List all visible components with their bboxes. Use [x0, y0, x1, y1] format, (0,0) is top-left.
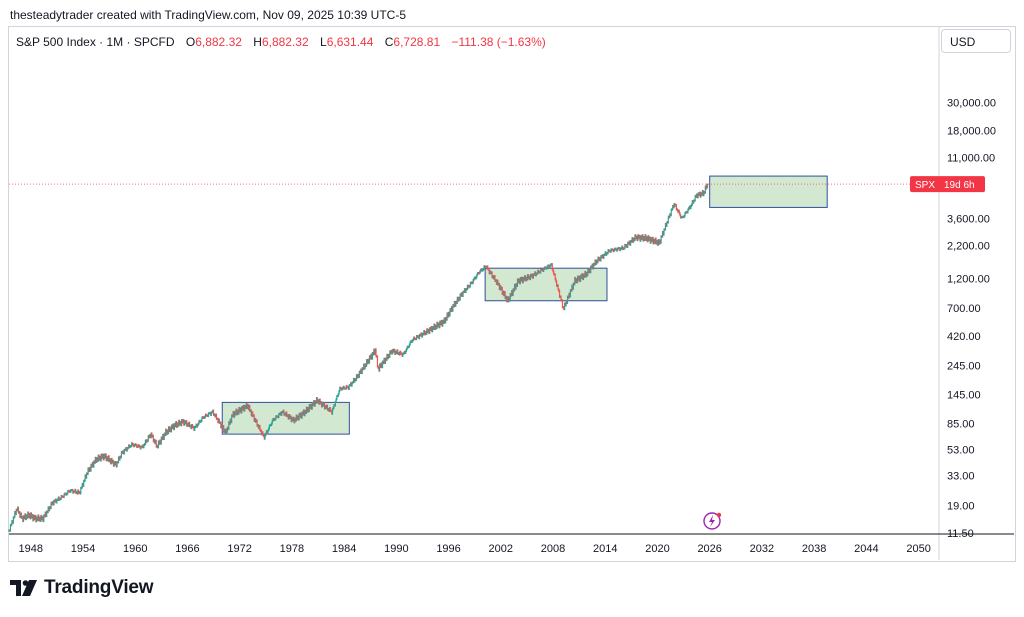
price-badge-symbol: SPX: [915, 180, 935, 191]
symbol-label[interactable]: S&P 500 Index · 1M · SPCFD: [16, 35, 175, 49]
price-axis-tick-label: 30,000.00: [947, 97, 996, 109]
price-axis-tick-label: 700.00: [947, 303, 981, 315]
time-axis-tick-label: 1966: [175, 543, 199, 555]
time-axis-tick-label: 2032: [750, 543, 774, 555]
tradingview-logo[interactable]: TradingView: [10, 577, 154, 599]
time-axis-tick-label: 1960: [123, 543, 147, 555]
time-axis-tick-label: 2008: [541, 543, 565, 555]
time-axis-tick-label: 2020: [645, 543, 669, 555]
price-axis-tick-label: 420.00: [947, 331, 981, 343]
price-axis-tick-label: 2,200.00: [947, 240, 990, 252]
open-label: O: [185, 35, 196, 49]
price-axis-tick-label: 245.00: [947, 361, 981, 373]
close-value: 6,728.81: [393, 35, 441, 49]
tradingview-wordmark: TradingView: [44, 577, 154, 598]
chart-legend: S&P 500 Index · 1M · SPCFD O6,882.32 H6,…: [16, 35, 546, 49]
time-axis-tick-label: 1978: [280, 543, 304, 555]
price-axis-tick-label: 11,000.00: [947, 152, 995, 164]
high-value: 6,882.32: [261, 35, 309, 49]
chart-attribution: thesteadytrader created with TradingView…: [10, 8, 406, 22]
range-box-3[interactable]: [709, 175, 828, 208]
price-axis-tick-label: 3,600.00: [947, 213, 990, 225]
time-axis-tick-label: 2050: [906, 543, 930, 555]
open-value: 6,882.32: [195, 35, 242, 49]
time-axis-tick-label: 1990: [384, 543, 408, 555]
range-box-1[interactable]: [221, 401, 350, 435]
price-axis-tick-label: 11.50: [947, 528, 974, 540]
price-axis-tick-label: 145.00: [947, 389, 981, 401]
price-axis-tick-label: 53.00: [947, 444, 975, 456]
price-axis-tick-label: 1,200.00: [947, 274, 990, 286]
time-axis-tick-label: 2014: [593, 543, 617, 555]
time-axis-tick-label: 1972: [227, 543, 251, 555]
low-value: 6,631.44: [326, 35, 374, 49]
time-axis-tick-label: 1954: [71, 543, 95, 555]
time-axis-tick-label: 2002: [489, 543, 513, 555]
low-label: L: [320, 35, 327, 49]
time-axis-tick-label: 1996: [436, 543, 460, 555]
price-axis-tick-label: 85.00: [947, 418, 975, 430]
price-axis-tick-label: 19.00: [947, 501, 975, 513]
price-badge: [910, 176, 985, 193]
price-badge-countdown: 19d 6h: [944, 180, 975, 191]
time-axis-tick-label: 2026: [697, 543, 721, 555]
tradingview-logo-icon: [10, 580, 37, 596]
high-label: H: [253, 35, 262, 49]
change-value: −111.38 (−1.63%): [451, 35, 546, 49]
time-axis-tick-label: 2038: [802, 543, 826, 555]
close-label: C: [384, 35, 394, 49]
time-axis-tick-label: 1948: [19, 543, 43, 555]
lightning-icon[interactable]: [703, 512, 722, 530]
price-axis-tick-label: 33.00: [947, 470, 975, 482]
currency-button[interactable]: USD: [941, 29, 1011, 53]
time-axis-tick-label: 2044: [854, 543, 878, 555]
price-axis-tick-label: 18,000.00: [947, 125, 996, 137]
time-axis-tick-label: 1984: [332, 543, 356, 555]
